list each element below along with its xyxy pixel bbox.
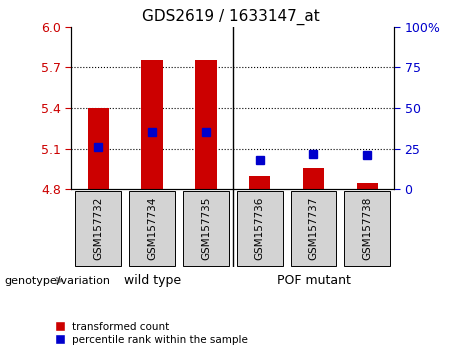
FancyBboxPatch shape [290,191,337,267]
Legend: transformed count, percentile rank within the sample: transformed count, percentile rank withi… [51,318,252,349]
FancyBboxPatch shape [129,191,175,267]
FancyBboxPatch shape [344,191,390,267]
Bar [249,176,271,189]
Text: GSM157736: GSM157736 [254,196,265,260]
Bar [88,108,109,189]
Text: GSM157737: GSM157737 [308,196,319,260]
Text: GSM157732: GSM157732 [93,196,103,260]
Bar [356,183,378,189]
Text: POF mutant: POF mutant [277,274,350,287]
Text: GSM157735: GSM157735 [201,196,211,260]
FancyBboxPatch shape [76,191,121,267]
Text: GSM157734: GSM157734 [147,196,157,260]
FancyBboxPatch shape [183,191,229,267]
Bar [303,168,324,189]
Text: wild type: wild type [124,274,181,287]
Text: genotype/variation: genotype/variation [5,275,111,286]
Bar [195,61,217,189]
Bar [142,61,163,189]
Text: GDS2619 / 1633147_at: GDS2619 / 1633147_at [142,9,319,25]
FancyBboxPatch shape [237,191,283,267]
Text: GSM157738: GSM157738 [362,196,372,260]
